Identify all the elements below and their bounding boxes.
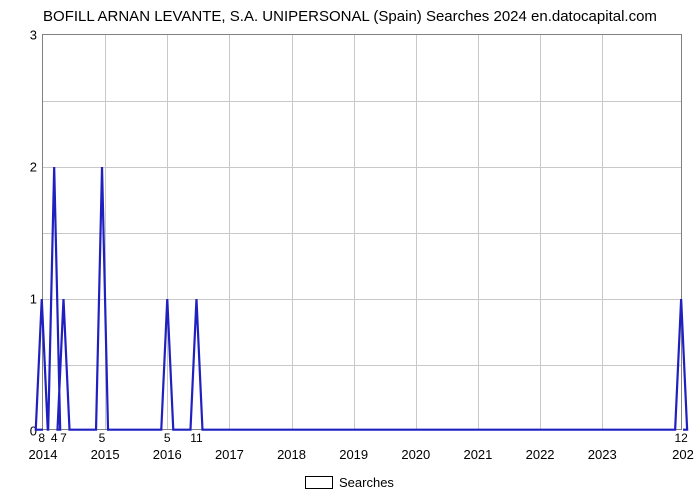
value-label: 4 [51,429,58,445]
legend: Searches [305,475,394,490]
x-tick-label: 2022 [526,429,555,462]
y-tick-label: 2 [30,160,43,175]
chart-container: BOFILL ARNAN LEVANTE, S.A. UNIPERSONAL (… [0,0,700,500]
x-tick-label: 2021 [463,429,492,462]
value-label: 8 [38,429,45,445]
value-label: 7 [60,429,67,445]
value-label: 12 [674,429,687,445]
x-tick-label: 2017 [215,429,244,462]
chart-title: BOFILL ARNAN LEVANTE, S.A. UNIPERSONAL (… [0,0,700,25]
y-tick-label: 3 [30,28,43,43]
x-tick-label: 2020 [401,429,430,462]
value-label: 5 [99,429,106,445]
x-tick-label: 2023 [588,429,617,462]
value-label: 11 [190,429,202,445]
series-svg [43,35,683,431]
legend-label: Searches [339,475,394,490]
legend-swatch [305,476,333,489]
value-label: 5 [164,429,171,445]
x-tick-label: 2018 [277,429,306,462]
x-tick-label: 2019 [339,429,368,462]
series-line [36,167,687,430]
plot-area: 0123201420152016201720182019202020212022… [42,34,682,430]
